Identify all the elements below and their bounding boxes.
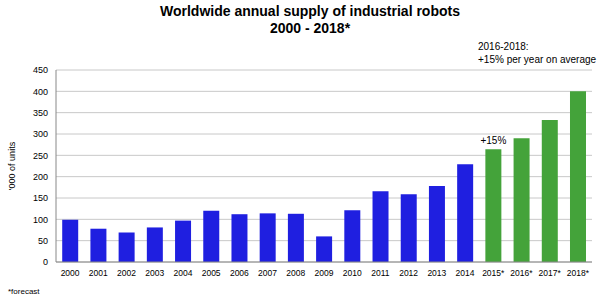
- svg-text:2003: 2003: [145, 268, 164, 278]
- svg-text:2004: 2004: [173, 268, 192, 278]
- svg-text:2001: 2001: [89, 268, 108, 278]
- svg-text:2016*: 2016*: [510, 268, 533, 278]
- svg-text:2017*: 2017*: [539, 268, 562, 278]
- svg-text:2014: 2014: [456, 268, 475, 278]
- svg-text:2002: 2002: [117, 268, 136, 278]
- svg-text:2008: 2008: [286, 268, 305, 278]
- svg-text:2007: 2007: [258, 268, 277, 278]
- svg-text:+15%: +15%: [480, 135, 506, 146]
- svg-text:400: 400: [33, 87, 48, 97]
- svg-text:2010: 2010: [343, 268, 362, 278]
- svg-text:300: 300: [33, 129, 48, 139]
- svg-text:50: 50: [38, 236, 48, 246]
- svg-text:150: 150: [33, 193, 48, 203]
- svg-text:2000: 2000: [61, 268, 80, 278]
- svg-text:2006: 2006: [230, 268, 249, 278]
- svg-text:100: 100: [33, 215, 48, 225]
- svg-text:2018*: 2018*: [567, 268, 590, 278]
- svg-text:2016-2018:: 2016-2018:: [478, 41, 529, 52]
- svg-text:2012: 2012: [399, 268, 418, 278]
- svg-text:*forecast: *forecast: [8, 287, 40, 296]
- svg-text:250: 250: [33, 151, 48, 161]
- svg-text:2005: 2005: [202, 268, 221, 278]
- svg-text:200: 200: [33, 172, 48, 182]
- svg-text:+15% per year on average: +15% per year on average: [478, 54, 592, 65]
- svg-text:Worldwide annual supply of ind: Worldwide annual supply of industrial ro…: [160, 3, 460, 19]
- svg-text:2015*: 2015*: [482, 268, 505, 278]
- svg-text:2013: 2013: [427, 268, 446, 278]
- svg-text:2009: 2009: [315, 268, 334, 278]
- svg-text:450: 450: [33, 65, 48, 75]
- svg-text:2011: 2011: [371, 268, 390, 278]
- svg-text:350: 350: [33, 108, 48, 118]
- svg-text:'000 of units: '000 of units: [8, 141, 17, 190]
- svg-text:0: 0: [43, 257, 48, 267]
- svg-text:2000 - 2018*: 2000 - 2018*: [270, 20, 351, 36]
